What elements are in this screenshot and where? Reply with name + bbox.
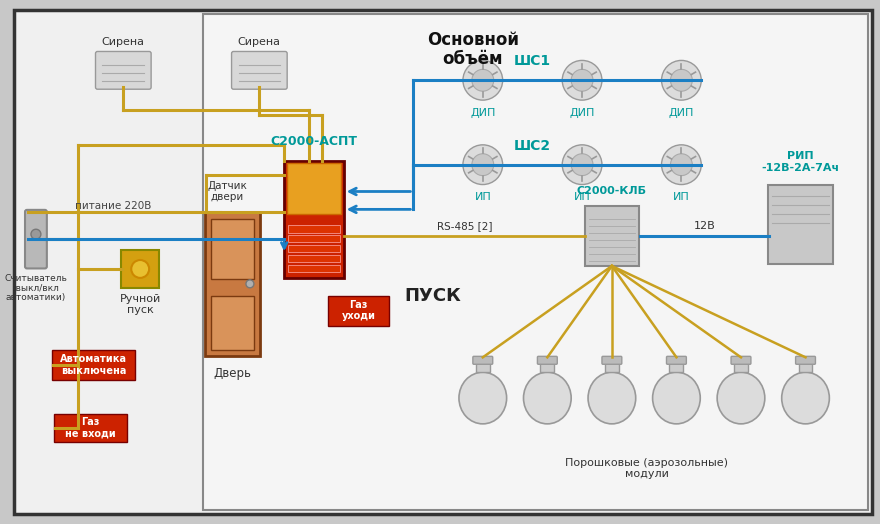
- FancyBboxPatch shape: [52, 351, 136, 380]
- FancyBboxPatch shape: [121, 250, 159, 288]
- FancyBboxPatch shape: [54, 414, 128, 442]
- Text: питание 220В: питание 220В: [75, 201, 151, 211]
- Text: Датчик
двери: Датчик двери: [208, 181, 247, 202]
- Ellipse shape: [653, 372, 700, 424]
- FancyBboxPatch shape: [211, 296, 254, 350]
- Text: C2000-КЛБ: C2000-КЛБ: [577, 187, 647, 196]
- Ellipse shape: [781, 372, 829, 424]
- FancyBboxPatch shape: [231, 51, 287, 89]
- FancyBboxPatch shape: [602, 356, 622, 364]
- Circle shape: [463, 145, 502, 184]
- Ellipse shape: [717, 372, 765, 424]
- FancyBboxPatch shape: [328, 296, 390, 325]
- Circle shape: [472, 69, 494, 91]
- FancyBboxPatch shape: [734, 362, 748, 372]
- Text: Порошковые (аэрозольные)
модули: Порошковые (аэрозольные) модули: [565, 457, 728, 479]
- Text: ИП: ИП: [673, 192, 690, 202]
- Text: 12В: 12В: [693, 221, 715, 231]
- Text: ДИП: ДИП: [669, 108, 694, 118]
- FancyBboxPatch shape: [288, 245, 340, 253]
- FancyBboxPatch shape: [14, 10, 872, 514]
- Circle shape: [662, 145, 701, 184]
- Circle shape: [671, 154, 693, 176]
- Circle shape: [463, 60, 502, 100]
- Text: Сирена: Сирена: [238, 37, 281, 47]
- Text: Дверь: Дверь: [214, 367, 252, 380]
- Circle shape: [571, 69, 593, 91]
- FancyBboxPatch shape: [798, 362, 812, 372]
- Text: C2000-АСПТ: C2000-АСПТ: [270, 135, 357, 148]
- FancyBboxPatch shape: [205, 212, 260, 356]
- FancyBboxPatch shape: [666, 356, 686, 364]
- Circle shape: [31, 229, 40, 239]
- FancyBboxPatch shape: [768, 184, 832, 264]
- FancyBboxPatch shape: [476, 362, 490, 372]
- FancyBboxPatch shape: [284, 161, 344, 278]
- Ellipse shape: [459, 372, 507, 424]
- Circle shape: [562, 145, 602, 184]
- FancyBboxPatch shape: [25, 210, 47, 268]
- Text: ШС1: ШС1: [514, 54, 551, 68]
- Circle shape: [246, 280, 254, 288]
- Ellipse shape: [524, 372, 571, 424]
- Text: Газ
уходи: Газ уходи: [341, 300, 376, 321]
- Text: RS-485 [2]: RS-485 [2]: [436, 221, 492, 231]
- Text: ПУСК: ПУСК: [405, 287, 461, 305]
- Text: Ручной
пуск: Ручной пуск: [120, 294, 161, 315]
- Text: Считыватель
(выкл/вкл
автоматики): Считыватель (выкл/вкл автоматики): [4, 274, 68, 302]
- Text: ШС2: ШС2: [514, 139, 551, 153]
- Circle shape: [662, 60, 701, 100]
- Text: ДИП: ДИП: [470, 108, 495, 118]
- FancyBboxPatch shape: [288, 265, 340, 272]
- FancyBboxPatch shape: [202, 14, 868, 510]
- FancyBboxPatch shape: [288, 235, 340, 243]
- FancyBboxPatch shape: [605, 362, 619, 372]
- FancyBboxPatch shape: [211, 219, 254, 279]
- Text: Автоматика
выключена: Автоматика выключена: [60, 354, 127, 376]
- Circle shape: [472, 154, 494, 176]
- Text: Сирена: Сирена: [102, 37, 145, 47]
- Circle shape: [131, 260, 149, 278]
- Circle shape: [671, 69, 693, 91]
- Circle shape: [562, 60, 602, 100]
- Text: РИП
-12В-2А-7Ач: РИП -12В-2А-7Ач: [761, 151, 840, 172]
- Circle shape: [571, 154, 593, 176]
- FancyBboxPatch shape: [584, 206, 639, 266]
- Text: ИП: ИП: [474, 192, 491, 202]
- FancyBboxPatch shape: [538, 356, 557, 364]
- FancyBboxPatch shape: [287, 162, 341, 214]
- Text: ДИП: ДИП: [569, 108, 595, 118]
- Ellipse shape: [588, 372, 635, 424]
- Text: Основной
объём: Основной объём: [427, 30, 519, 68]
- Text: ИП: ИП: [574, 192, 590, 202]
- FancyBboxPatch shape: [473, 356, 493, 364]
- FancyBboxPatch shape: [670, 362, 684, 372]
- Text: Газ
не входи: Газ не входи: [65, 417, 116, 439]
- FancyBboxPatch shape: [288, 255, 340, 263]
- FancyBboxPatch shape: [796, 356, 816, 364]
- FancyBboxPatch shape: [96, 51, 151, 89]
- FancyBboxPatch shape: [731, 356, 751, 364]
- FancyBboxPatch shape: [288, 225, 340, 233]
- FancyBboxPatch shape: [540, 362, 554, 372]
